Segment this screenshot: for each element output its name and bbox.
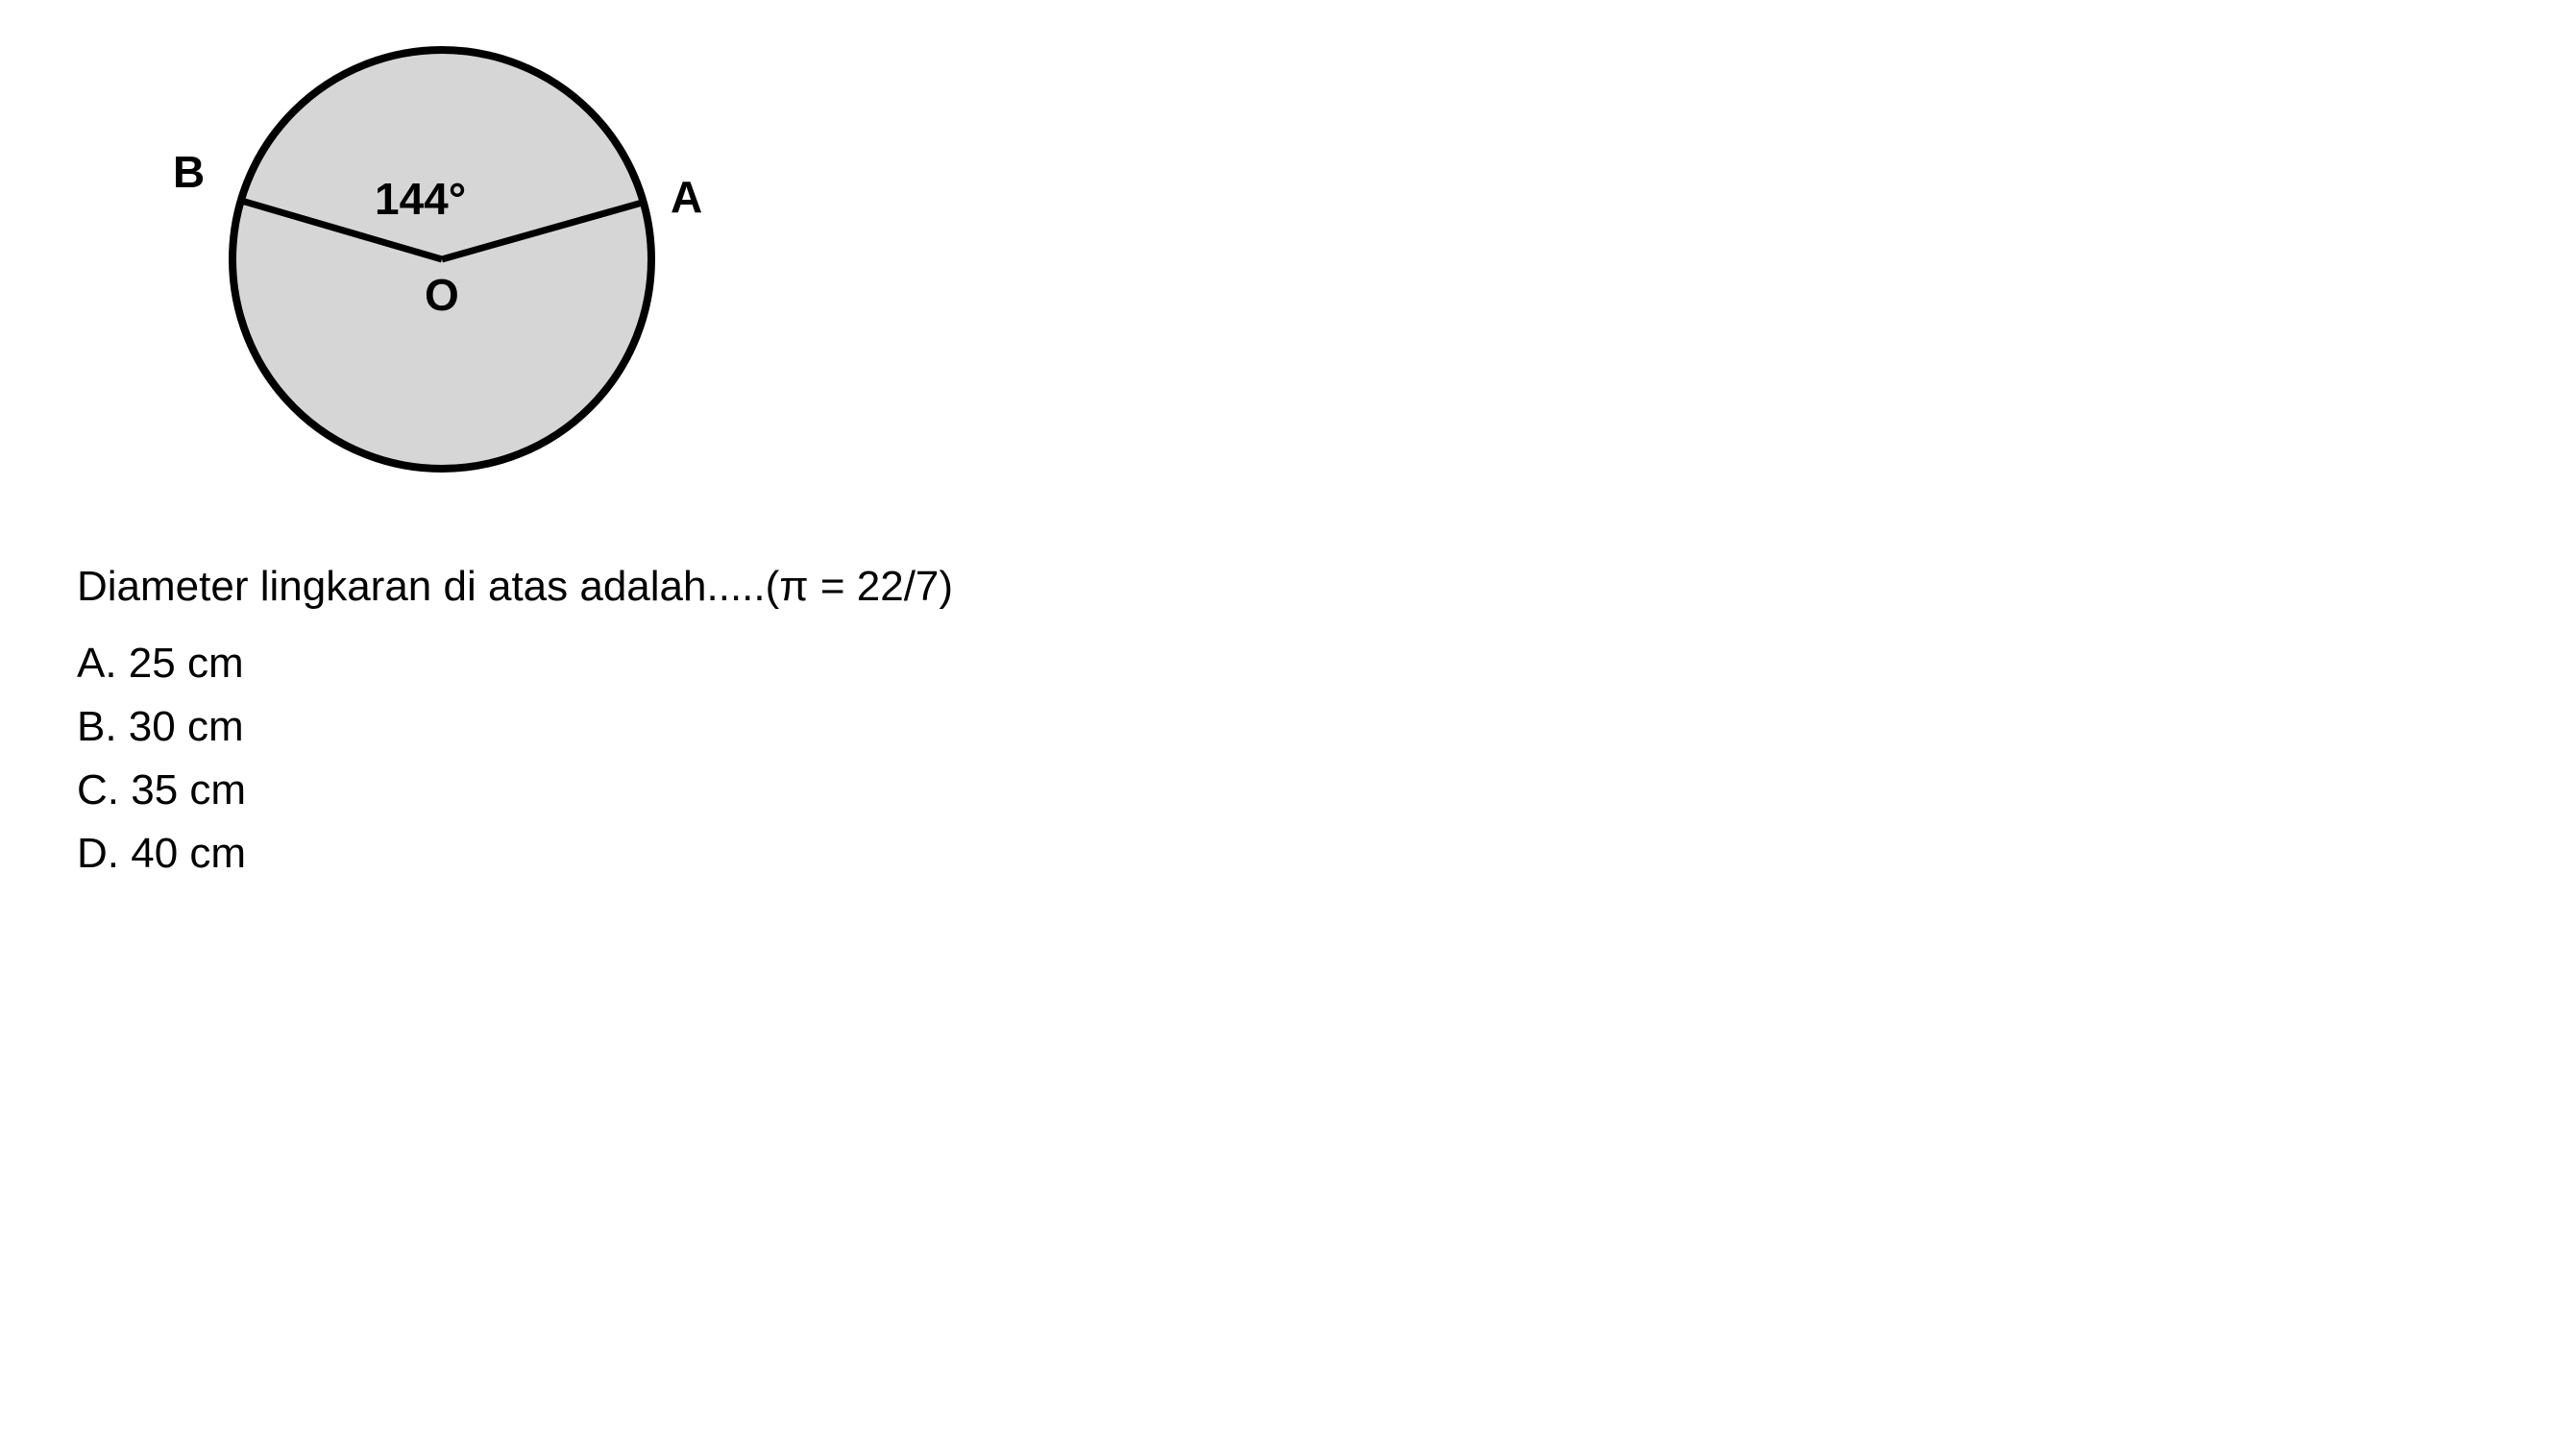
angle-label: 144° — [375, 173, 466, 225]
content-container: B A O 144° Diameter lingkaran di atas ad… — [77, 38, 2488, 886]
option-a: A. 25 cm — [77, 632, 2488, 695]
diagram-svg — [77, 38, 749, 499]
option-c: C. 35 cm — [77, 759, 2488, 822]
point-label-b: B — [173, 146, 205, 198]
question-text: Diameter lingkaran di atas adalah.....(π… — [77, 557, 2488, 617]
options-list: A. 25 cmB. 30 cmC. 35 cmD. 40 cm — [77, 632, 2488, 886]
option-b: B. 30 cm — [77, 695, 2488, 759]
point-label-a: A — [671, 171, 702, 223]
option-d: D. 40 cm — [77, 822, 2488, 886]
center-label-o: O — [425, 269, 459, 321]
circle-diagram: B A O 144° — [77, 38, 653, 499]
